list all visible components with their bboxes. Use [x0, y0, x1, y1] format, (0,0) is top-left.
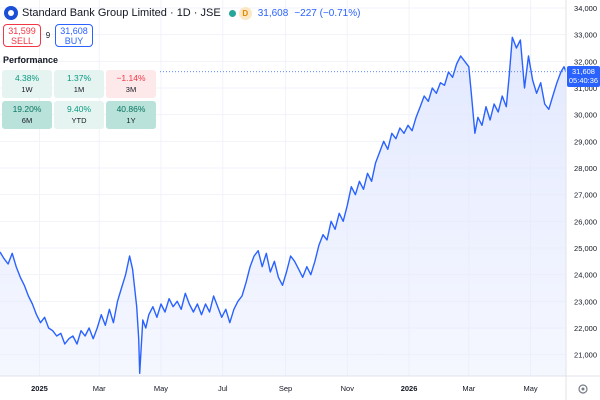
- x-tick-label: Jul: [218, 384, 228, 393]
- perf-value: −1.14%: [116, 73, 146, 83]
- trade-panel: 31,599 SELL 9 31,608 BUY: [3, 24, 93, 47]
- perf-label: 1W: [21, 85, 33, 94]
- spread-value: 9: [45, 31, 51, 40]
- perf-cell-3m[interactable]: −1.14% 3M: [106, 70, 156, 98]
- y-tick-label: 26,000: [574, 217, 597, 226]
- performance-grid: 4.38% 1W 1.37% 1M −1.14% 3M 19.20% 6M 9.…: [2, 70, 156, 129]
- y-tick-label: 23,000: [574, 297, 597, 306]
- perf-value: 4.38%: [14, 73, 40, 83]
- y-tick-label: 27,000: [574, 191, 597, 200]
- line-layer: [0, 36, 567, 374]
- last-price-label-value: 31,608: [572, 66, 595, 76]
- gear-hub: [581, 387, 585, 391]
- sell-label: SELL: [10, 35, 34, 46]
- delayed-data-icon[interactable]: D: [238, 6, 252, 20]
- perf-cell-1m[interactable]: 1.37% 1M: [54, 70, 104, 98]
- market-open-icon: [228, 9, 236, 17]
- x-tick-label: Sep: [279, 384, 292, 393]
- y-tick-label: 32,000: [574, 57, 597, 66]
- perf-value: 19.20%: [12, 104, 42, 114]
- symbol-header: Standard Bank Group Limited · 1D · JSE D…: [0, 4, 360, 22]
- perf-label: YTD: [71, 116, 87, 125]
- y-tick-label: 21,000: [574, 351, 597, 360]
- company-logo-icon: [4, 6, 18, 20]
- y-tick-label: 24,000: [574, 271, 597, 280]
- y-tick-label: 22,000: [574, 324, 597, 333]
- settings-gear-icon[interactable]: [578, 384, 588, 394]
- area-layer: [0, 37, 566, 377]
- last-price: 31,608: [257, 7, 289, 19]
- y-tick-label: 33,000: [574, 31, 597, 40]
- gear-ring: [578, 384, 588, 394]
- x-tick-label: Mar: [93, 384, 106, 393]
- buy-label: BUY: [64, 35, 84, 46]
- x-tick-label: Mar: [462, 384, 475, 393]
- last-price-label: 31,608 05:40:36: [567, 65, 600, 87]
- x-tick-label: Nov: [341, 384, 355, 393]
- performance-title: Performance: [3, 55, 59, 65]
- price-line: [0, 36, 567, 374]
- x-tick-label: 2026: [401, 384, 418, 393]
- x-tick-label: May: [523, 384, 537, 393]
- price-area-fill: [0, 37, 566, 377]
- perf-cell-1w[interactable]: 4.38% 1W: [2, 70, 52, 98]
- perf-label: 1Y: [126, 116, 136, 125]
- buy-price: 31,608: [60, 25, 88, 36]
- buy-button[interactable]: 31,608 BUY: [55, 24, 93, 47]
- perf-label: 6M: [21, 116, 33, 125]
- perf-cell-6m[interactable]: 19.20% 6M: [2, 101, 52, 129]
- perf-value: 40.86%: [116, 104, 146, 114]
- y-tick-label: 30,000: [574, 111, 597, 120]
- x-tick-label: 2025: [31, 384, 48, 393]
- y-tick-label: 34,000: [574, 4, 597, 13]
- sell-price: 31,599: [8, 25, 36, 36]
- price-change: −227 (−0.71%): [294, 7, 361, 19]
- last-price-countdown: 05:40:36: [568, 75, 599, 85]
- y-tick-label: 25,000: [574, 244, 597, 253]
- perf-cell-ytd[interactable]: 9.40% YTD: [54, 101, 104, 129]
- chart-title: Standard Bank Group Limited · 1D · JSE: [22, 7, 221, 19]
- perf-value: 9.40%: [66, 104, 92, 114]
- perf-label: 3M: [125, 85, 137, 94]
- y-tick-label: 31,000: [574, 84, 597, 93]
- perf-label: 1M: [73, 85, 85, 94]
- y-tick-label: 29,000: [574, 137, 597, 146]
- perf-value: 1.37%: [66, 73, 92, 83]
- y-tick-label: 28,000: [574, 164, 597, 173]
- x-tick-label: May: [154, 384, 168, 393]
- sell-button[interactable]: 31,599 SELL: [3, 24, 41, 47]
- perf-cell-1y[interactable]: 40.86% 1Y: [106, 101, 156, 129]
